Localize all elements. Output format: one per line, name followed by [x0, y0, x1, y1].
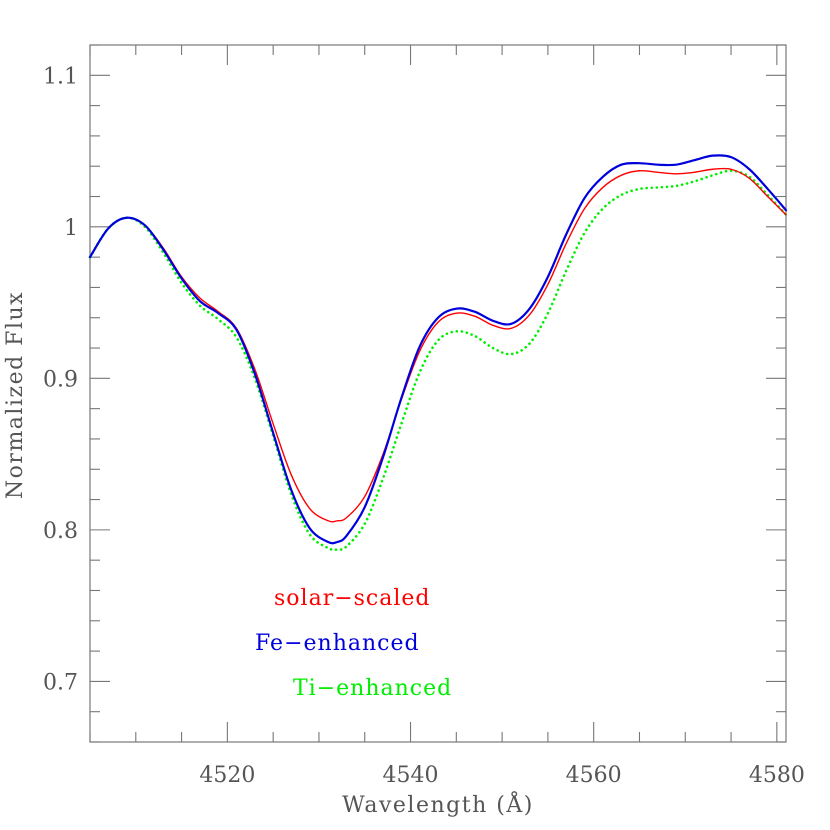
y-tick-label: 1 — [64, 216, 78, 241]
y-tick-label: 0.7 — [43, 670, 78, 695]
y-tick-label: 1.1 — [43, 64, 78, 89]
legend: solar−scaled Fe−enhanced Ti−enhanced — [255, 586, 452, 701]
x-axis-label: Wavelength (Å) — [342, 790, 534, 818]
legend-label-solar-scaled: solar−scaled — [274, 586, 431, 611]
y-tick-label: 0.8 — [43, 519, 78, 544]
series-line-ti-enhanced — [88, 169, 788, 552]
plot-frame — [89, 44, 787, 743]
y-tick-label: 0.9 — [43, 367, 78, 392]
axis-ticks — [89, 44, 786, 743]
axis-tick-labels: 4520 4540 4560 4580 0.7 0.8 0.9 1 1.1 — [43, 64, 805, 788]
legend-label-fe-enhanced: Fe−enhanced — [255, 631, 420, 656]
series-line-solar-scaled — [89, 167, 787, 523]
x-tick-label: 4520 — [199, 763, 255, 788]
x-tick-label: 4540 — [383, 763, 439, 788]
legend-label-ti-enhanced: Ti−enhanced — [293, 676, 452, 701]
x-tick-label: 4560 — [566, 763, 622, 788]
x-tick-label: 4580 — [749, 763, 805, 788]
y-axis-label: Normalized Flux — [3, 291, 28, 499]
series-line-fe-enhanced — [88, 154, 788, 545]
series-lines — [88, 154, 788, 552]
